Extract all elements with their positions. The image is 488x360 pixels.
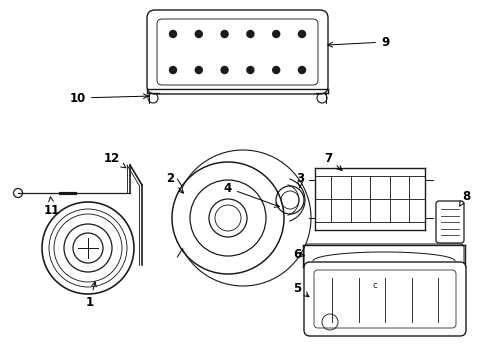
Circle shape (195, 31, 202, 37)
Text: 5: 5 (292, 282, 308, 297)
Circle shape (272, 67, 279, 73)
Text: 10: 10 (70, 91, 148, 104)
Text: 11: 11 (44, 197, 60, 216)
Circle shape (298, 31, 305, 37)
Text: 12: 12 (103, 152, 125, 168)
Text: 1: 1 (86, 282, 96, 309)
Text: 4: 4 (224, 181, 279, 207)
Circle shape (246, 67, 253, 73)
FancyBboxPatch shape (304, 262, 465, 336)
Circle shape (298, 67, 305, 73)
FancyBboxPatch shape (435, 201, 463, 243)
Circle shape (169, 67, 176, 73)
Text: 7: 7 (323, 152, 342, 170)
Text: 3: 3 (295, 171, 304, 188)
Text: 2: 2 (165, 171, 183, 193)
Text: c: c (372, 281, 377, 290)
Circle shape (195, 67, 202, 73)
FancyBboxPatch shape (147, 10, 327, 94)
Text: 6: 6 (292, 248, 304, 261)
Circle shape (246, 31, 253, 37)
Text: 9: 9 (327, 36, 388, 49)
Circle shape (169, 31, 176, 37)
Circle shape (221, 31, 227, 37)
Text: 8: 8 (459, 189, 469, 206)
Circle shape (221, 67, 227, 73)
Circle shape (272, 31, 279, 37)
